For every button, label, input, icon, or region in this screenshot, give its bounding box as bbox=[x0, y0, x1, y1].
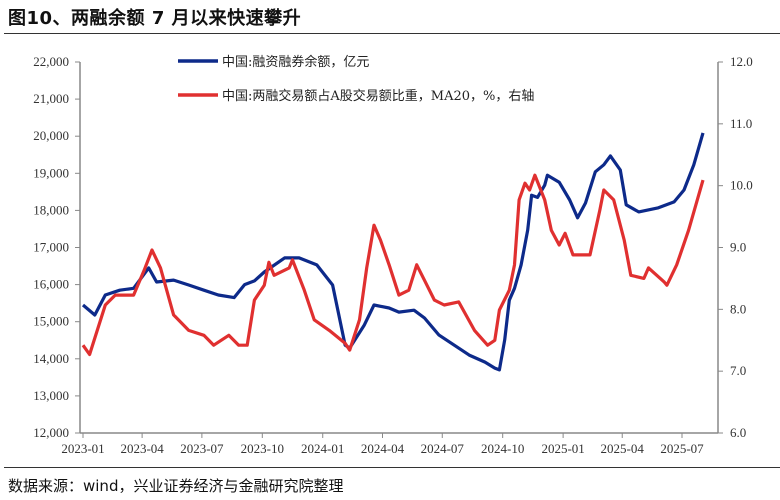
series-line-margin-balance bbox=[81, 132, 705, 372]
x-tick-label: 2024-07 bbox=[421, 441, 465, 456]
left-tick-label: 15,000 bbox=[33, 314, 69, 329]
x-tick-label: 2025-04 bbox=[601, 441, 645, 456]
right-tick-label: 10.0 bbox=[730, 178, 753, 193]
left-tick-label: 19,000 bbox=[33, 165, 69, 180]
right-tick-label: 7.0 bbox=[730, 363, 746, 378]
x-tick-label: 2024-04 bbox=[361, 441, 405, 456]
legend: 中国:融资融券余额，亿元 中国:两融交易额占A股交易额比重，MA20，%，右轴 bbox=[178, 54, 534, 104]
left-tick-label: 14,000 bbox=[33, 351, 69, 366]
right-tick-label: 9.0 bbox=[730, 240, 746, 255]
right-tick-label: 8.0 bbox=[730, 301, 746, 316]
title-divider bbox=[4, 33, 780, 34]
x-tick-label: 2023-04 bbox=[120, 441, 164, 456]
left-tick-label: 18,000 bbox=[33, 202, 69, 217]
right-tick-label: 12.0 bbox=[730, 54, 753, 69]
left-tick-label: 13,000 bbox=[33, 388, 69, 403]
figure-title: 图10、两融余额 7 月以来快速攀升 bbox=[8, 8, 302, 29]
source-note: 数据来源：wind，兴业证券经济与金融研究院整理 bbox=[8, 477, 344, 495]
left-tick-label: 16,000 bbox=[33, 277, 69, 292]
x-tick-label: 2023-10 bbox=[241, 441, 284, 456]
legend-label-ratio: 中国:两融交易额占A股交易额比重，MA20，%，右轴 bbox=[222, 88, 534, 104]
left-tick-label: 21,000 bbox=[33, 91, 69, 106]
series-line-margin-trade-ratio bbox=[81, 173, 705, 357]
right-tick-label: 11.0 bbox=[730, 116, 752, 131]
left-tick-label: 12,000 bbox=[33, 425, 69, 440]
legend-label-balance: 中国:融资融券余额，亿元 bbox=[222, 54, 369, 70]
x-tick-label: 2024-10 bbox=[481, 441, 524, 456]
left-tick-label: 20,000 bbox=[33, 128, 69, 143]
x-tick-label: 2023-07 bbox=[180, 441, 224, 456]
left-tick-label: 17,000 bbox=[33, 240, 69, 255]
right-tick-label: 6.0 bbox=[730, 425, 746, 440]
footer-divider bbox=[4, 467, 780, 468]
x-tick-label: 2025-07 bbox=[660, 441, 704, 456]
series-lines bbox=[81, 132, 705, 372]
x-tick-label: 2024-01 bbox=[301, 441, 344, 456]
x-tick-label: 2025-01 bbox=[541, 441, 584, 456]
x-tick-label: 2023-01 bbox=[61, 441, 104, 456]
axes: 12,000 13,000 14,000 15,000 16,000 17,000 18,0… bbox=[33, 54, 753, 456]
left-tick-label: 22,000 bbox=[33, 54, 69, 69]
